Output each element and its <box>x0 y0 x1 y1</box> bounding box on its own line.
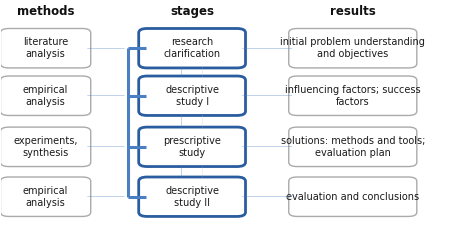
Text: evaluation and conclusions: evaluation and conclusions <box>286 192 419 202</box>
Text: results: results <box>330 5 376 18</box>
Text: influencing factors; success
factors: influencing factors; success factors <box>285 85 420 107</box>
Text: literature
analysis: literature analysis <box>23 38 68 59</box>
FancyBboxPatch shape <box>0 127 91 167</box>
Text: empirical
analysis: empirical analysis <box>23 186 68 207</box>
Text: initial problem understanding
and objectives: initial problem understanding and object… <box>280 38 425 59</box>
FancyBboxPatch shape <box>139 76 246 115</box>
Text: stages: stages <box>170 5 214 18</box>
Text: research
clarification: research clarification <box>164 38 221 59</box>
Text: experiments,
synthesis: experiments, synthesis <box>13 136 78 158</box>
Text: descriptive
study I: descriptive study I <box>165 85 219 107</box>
FancyBboxPatch shape <box>0 28 91 68</box>
Text: descriptive
study II: descriptive study II <box>165 186 219 207</box>
FancyBboxPatch shape <box>289 127 417 167</box>
Text: prescriptive
study: prescriptive study <box>163 136 221 158</box>
Text: solutions: methods and tools;
evaluation plan: solutions: methods and tools; evaluation… <box>281 136 425 158</box>
FancyBboxPatch shape <box>289 28 417 68</box>
Text: empirical
analysis: empirical analysis <box>23 85 68 107</box>
FancyBboxPatch shape <box>289 177 417 217</box>
Text: methods: methods <box>17 5 74 18</box>
FancyBboxPatch shape <box>139 127 246 167</box>
FancyBboxPatch shape <box>139 177 246 217</box>
FancyBboxPatch shape <box>289 76 417 115</box>
FancyBboxPatch shape <box>0 177 91 217</box>
FancyBboxPatch shape <box>139 28 246 68</box>
FancyBboxPatch shape <box>0 76 91 115</box>
